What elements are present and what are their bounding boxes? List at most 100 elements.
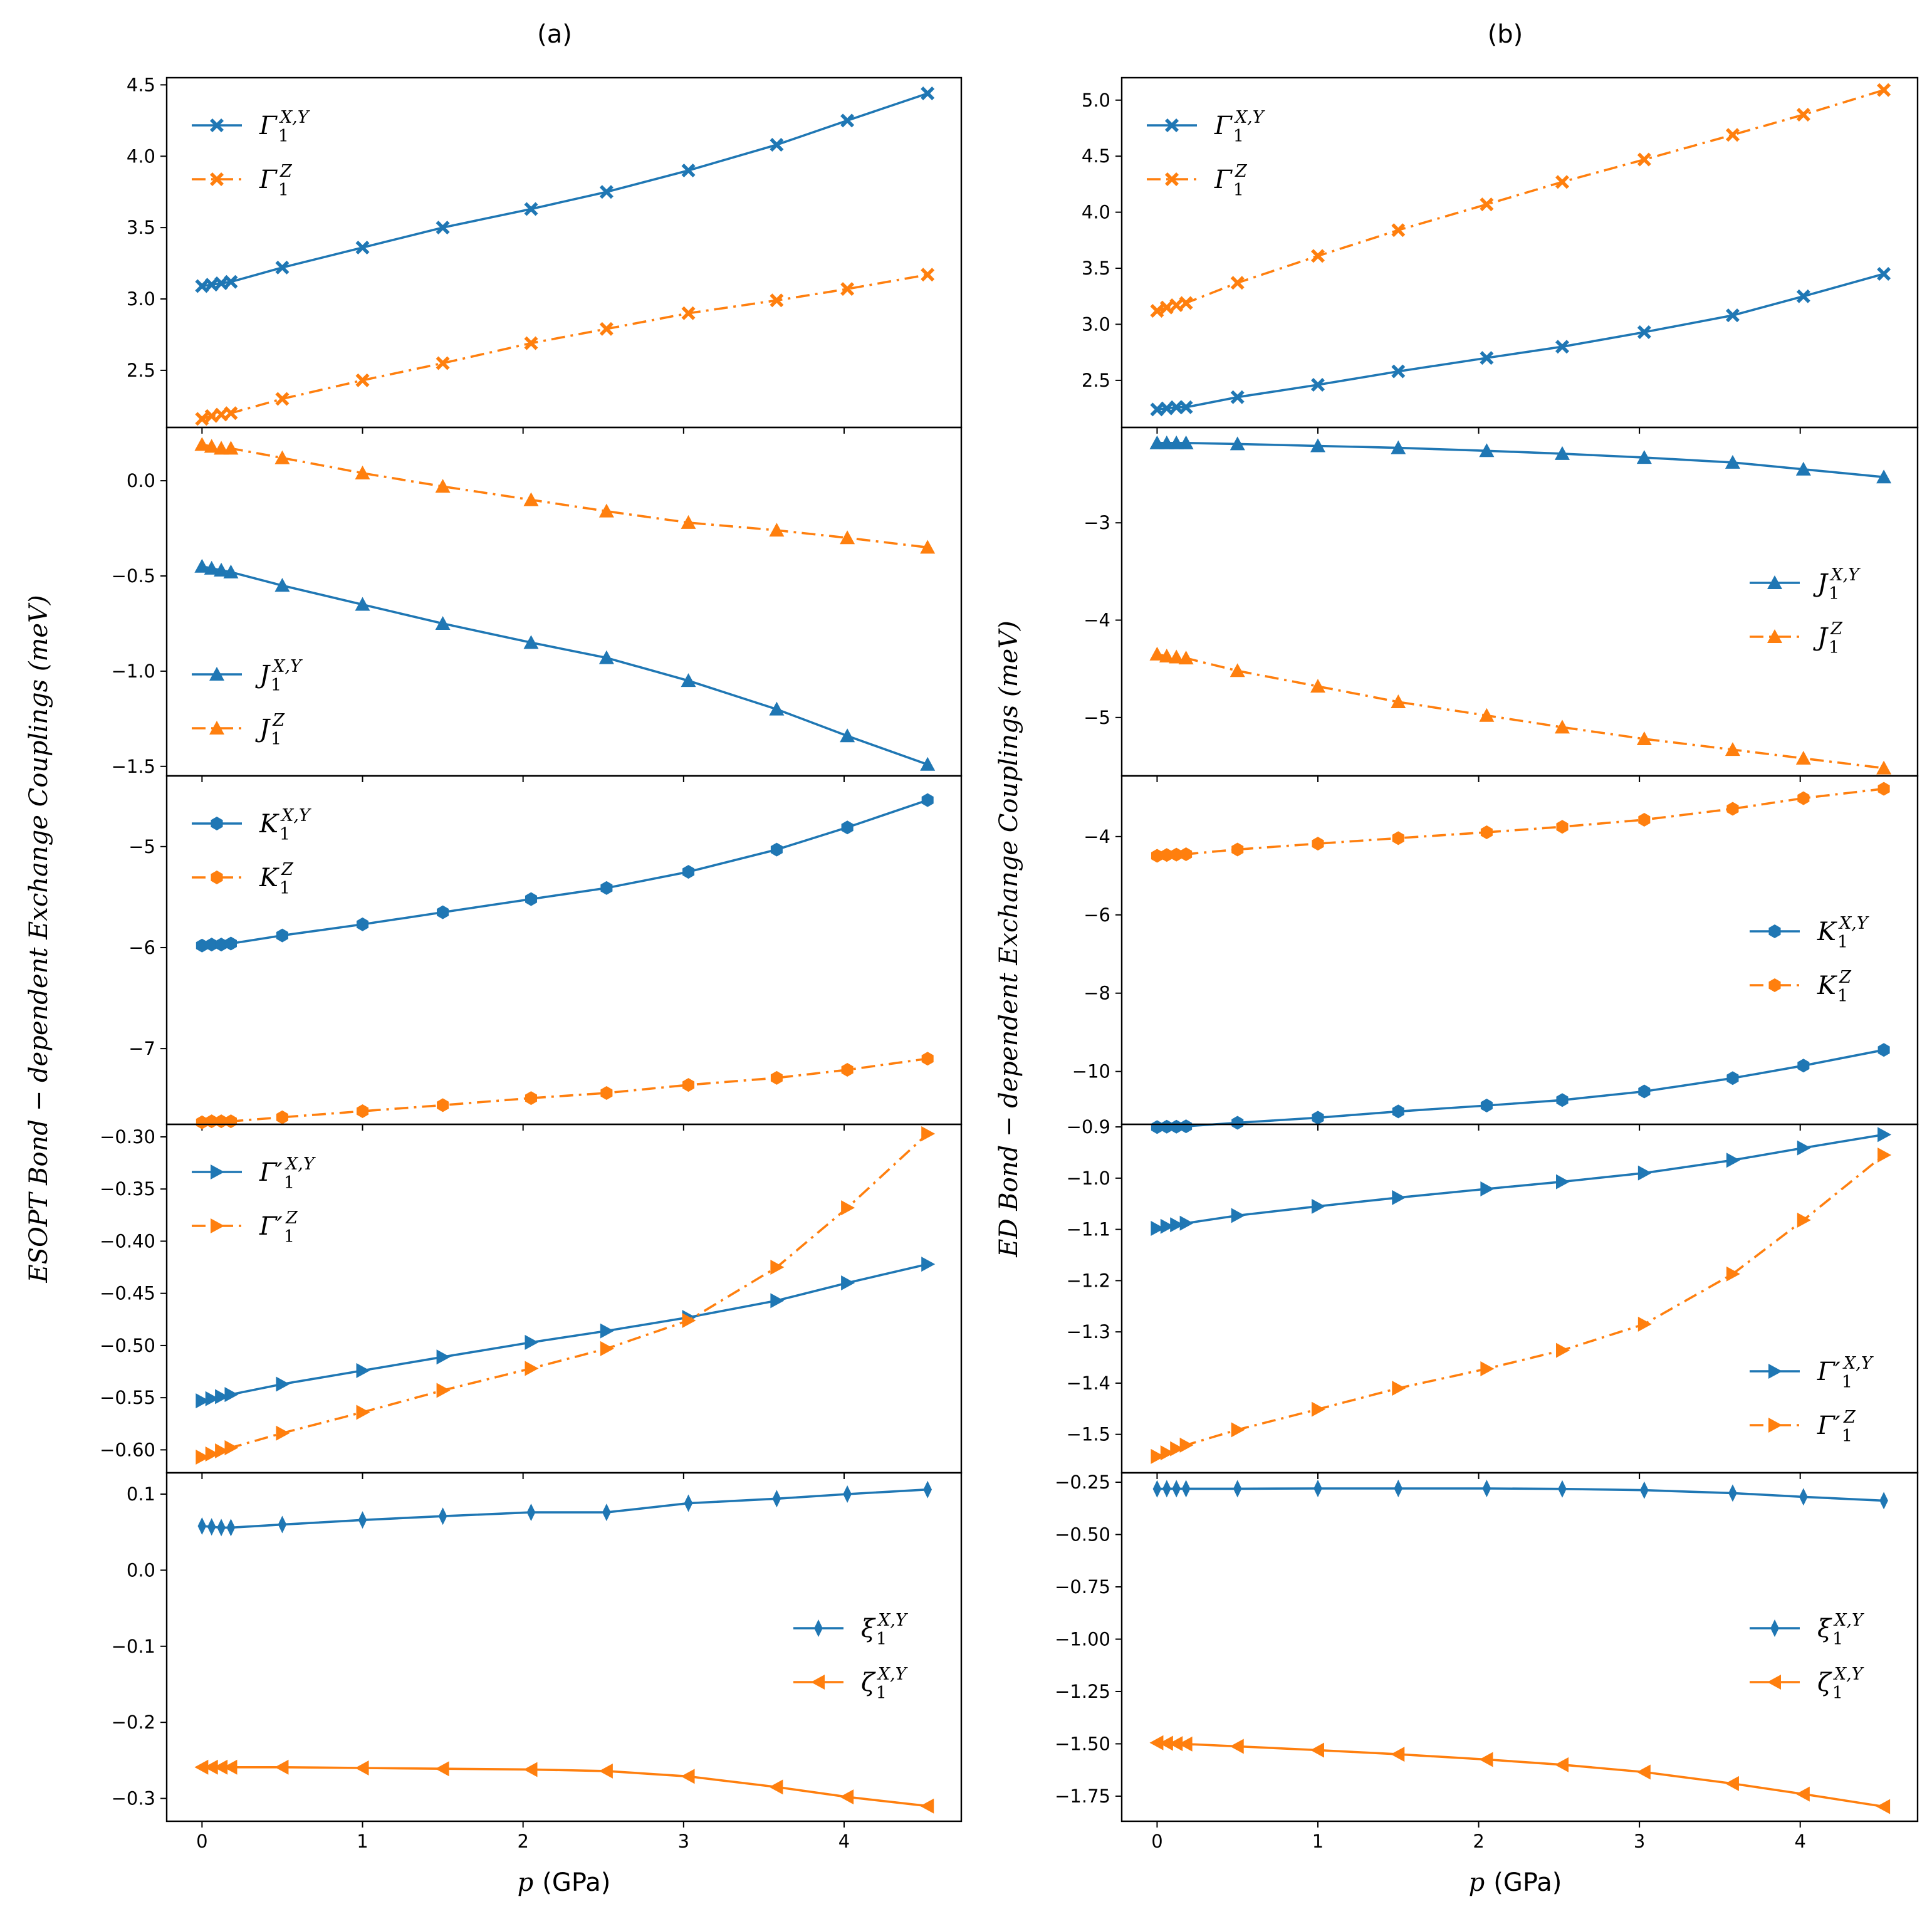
subplot-b-3: −1.5 −1.4 −1.3 −1.2 −1.1 −1.0 −0.9 Γ′1X,Y Γ′1Z <box>1067 1116 1919 1479</box>
data-point <box>356 1104 369 1119</box>
panel-title-a: (a) <box>537 20 572 49</box>
legend-marker <box>210 172 224 186</box>
data-point <box>1555 1174 1570 1190</box>
data-point <box>523 1762 538 1777</box>
subplot-a-3: −0.60 −0.55 −0.50 −0.45 −0.40 −0.35 −0.30 Γ′1X,… <box>100 1123 963 1479</box>
data-point <box>1726 1153 1740 1168</box>
data-point <box>1313 1480 1322 1498</box>
legend-marker <box>1767 629 1782 643</box>
legend-marker <box>1770 1619 1779 1637</box>
legend: K1X,Y K1Z <box>192 806 311 898</box>
data-point <box>525 1361 539 1376</box>
data-point <box>600 1341 614 1356</box>
legend: J1X,Y J1Z <box>1750 565 1861 657</box>
data-point <box>1636 450 1652 464</box>
data-point <box>1159 1735 1173 1751</box>
data-point <box>1637 1165 1652 1181</box>
y-tick-label: 0.1 <box>127 1483 155 1505</box>
y-tick-label: 0.0 <box>127 1559 155 1581</box>
data-point <box>224 1440 239 1456</box>
data-point <box>1479 708 1495 722</box>
y-tick-label: −0.75 <box>1055 1576 1110 1598</box>
y-tick-label: 3.5 <box>127 217 155 238</box>
x-tick-label: 1 <box>357 1831 368 1852</box>
data-point <box>1231 1422 1245 1438</box>
legend: Γ1X,Y Γ1Z <box>1147 108 1265 200</box>
legend-marker <box>814 1619 823 1637</box>
axes-frame <box>1120 775 1919 1126</box>
panel-title-b: (b) <box>1488 20 1523 49</box>
data-point <box>1169 1736 1183 1752</box>
legend-label: ξ1X,Y <box>1817 1611 1864 1649</box>
legend-label: J1Z <box>1813 619 1843 657</box>
series-Γ1^{Z} <box>1150 83 1891 318</box>
y-tick-label: −0.9 <box>1067 1116 1110 1138</box>
data-point <box>197 1517 207 1535</box>
data-point <box>1391 694 1406 708</box>
data-point <box>1556 820 1569 834</box>
data-point <box>525 1334 539 1350</box>
data-point <box>681 515 696 529</box>
series-line <box>202 798 928 947</box>
data-point <box>1556 1093 1569 1107</box>
data-point <box>1169 435 1184 449</box>
data-point <box>223 564 239 578</box>
legend-label: J1X,Y <box>1813 565 1861 604</box>
data-point <box>1482 1480 1491 1498</box>
data-point <box>278 1515 287 1534</box>
data-point <box>1162 1480 1171 1498</box>
x-axis-label-a: p (GPa) <box>518 1868 611 1897</box>
y-tick-label: −0.3 <box>112 1788 155 1809</box>
y-tick-label: −0.25 <box>1055 1472 1110 1493</box>
data-point <box>1554 1757 1569 1772</box>
data-point <box>1726 1071 1739 1085</box>
data-point <box>1876 760 1892 775</box>
subplot-a-0: 2.5 3.0 3.5 4.0 4.5 Γ1X,Y Γ1Z <box>127 74 963 434</box>
series-line <box>202 565 928 766</box>
y-tick-label: −0.35 <box>100 1178 155 1200</box>
data-point <box>1480 351 1494 365</box>
subplots: 2.5 3.0 3.5 4.0 4.5 Γ1X,Y Γ1Z −1.5 −1.0 −0.5 0.0 J1… <box>100 74 1919 1852</box>
data-point <box>275 260 290 275</box>
y-tick-label: 0.0 <box>127 470 155 491</box>
legend-label: Γ1Z <box>259 162 293 200</box>
data-point <box>1159 300 1174 315</box>
legend-label: K1Z <box>1817 968 1852 1006</box>
series-line <box>1157 1487 1884 1502</box>
series-Γ′1^{Z} <box>1151 1148 1892 1464</box>
data-point <box>1638 812 1651 827</box>
y-tick-label: −0.1 <box>112 1636 155 1657</box>
data-point <box>355 597 370 611</box>
data-point <box>526 1504 536 1522</box>
data-point <box>769 701 785 716</box>
legend-marker <box>1767 575 1782 589</box>
data-point <box>1179 1437 1194 1453</box>
y-tick-label: −0.45 <box>100 1283 155 1304</box>
data-point <box>1311 378 1325 392</box>
data-point <box>1636 731 1652 745</box>
data-point <box>1392 831 1404 845</box>
data-point <box>1161 1119 1173 1134</box>
series-line <box>202 1488 928 1529</box>
legend-label: Γ′1X,Y <box>1817 1354 1874 1392</box>
data-point <box>1479 1752 1493 1767</box>
data-point <box>194 437 210 451</box>
data-point <box>275 392 290 406</box>
series-K1^{X,Y} <box>196 793 934 953</box>
data-point <box>681 306 696 320</box>
data-point <box>1554 446 1570 460</box>
series-K1^{Z} <box>196 1052 934 1129</box>
data-point <box>1233 1480 1242 1498</box>
series-K1^{X,Y} <box>1151 1043 1890 1134</box>
legend-label: ζ1X,Y <box>1817 1665 1864 1703</box>
y-tick-label: −5 <box>1083 707 1110 728</box>
data-point <box>436 356 450 370</box>
data-point <box>920 1798 934 1814</box>
data-point <box>599 322 614 336</box>
series-Γ1^{X,Y} <box>1150 266 1891 417</box>
data-point <box>438 1507 447 1525</box>
series-ξ1^{X,Y} <box>197 1480 932 1537</box>
legend-marker <box>211 817 223 830</box>
x-axis-label-b: p (GPa) <box>1469 1868 1562 1897</box>
data-point <box>921 86 935 101</box>
